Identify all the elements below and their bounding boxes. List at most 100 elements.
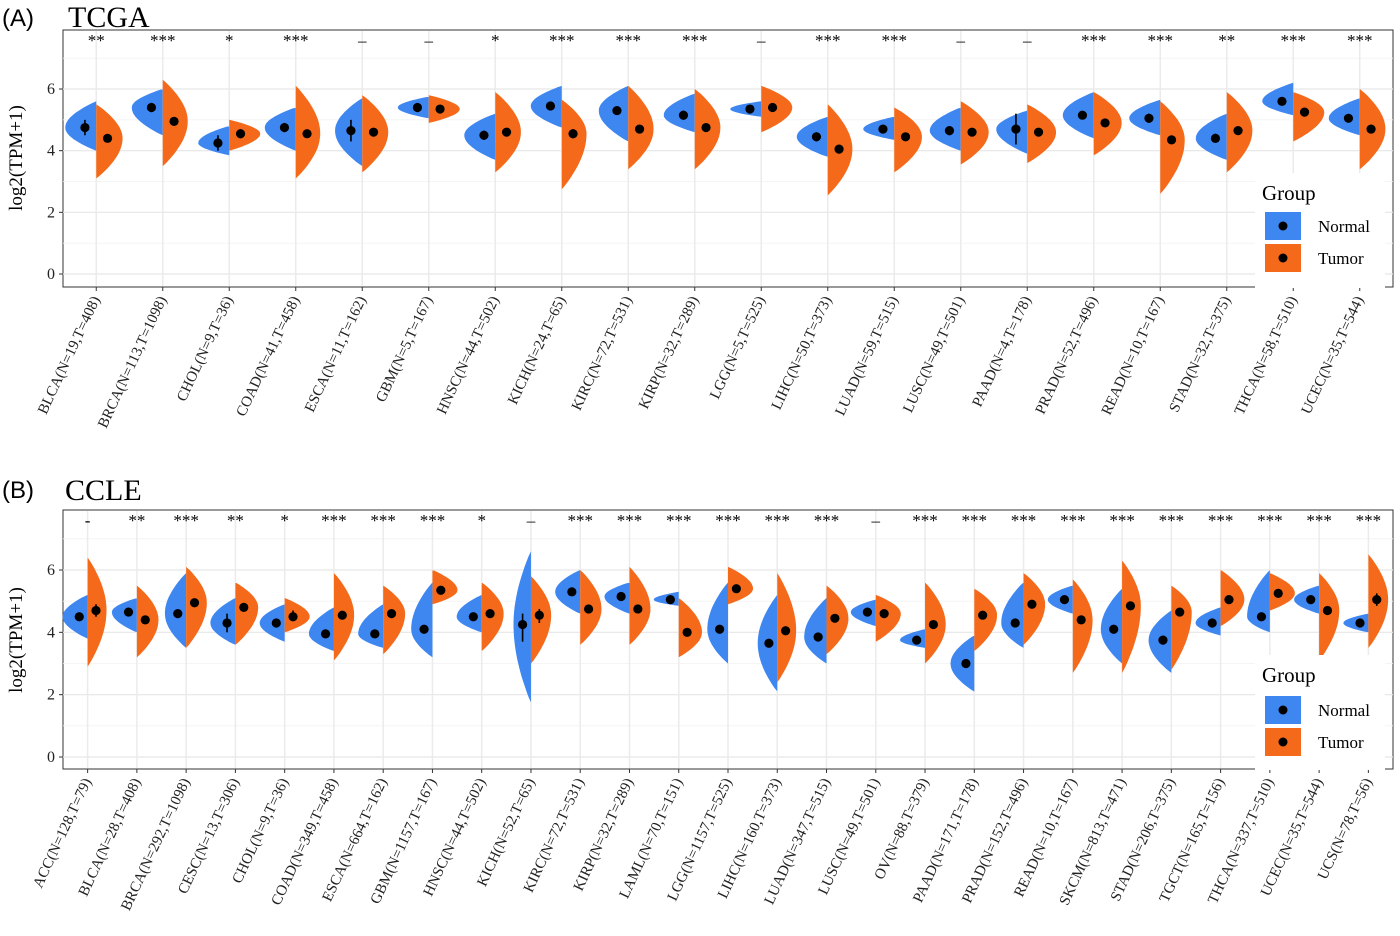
violin-normal [598, 85, 629, 142]
median-point-normal [545, 101, 556, 111]
legend-label-normal: Normal [1318, 701, 1370, 720]
violin-tumor [894, 107, 922, 173]
violin-normal [308, 607, 334, 652]
violin-tumor [432, 570, 458, 605]
violin-tumor [826, 585, 849, 655]
x-tick-label: READ(N=10,T=167) [1099, 294, 1168, 418]
median-point-normal [74, 612, 84, 622]
significance-label: *** [1159, 511, 1185, 530]
violin-tumor [1359, 89, 1386, 170]
median-point-normal [222, 618, 232, 628]
violin-normal [804, 598, 827, 664]
violin-normal [653, 591, 679, 606]
median-point-normal [468, 612, 478, 622]
panel-title-tcga: TCGA [68, 1, 150, 34]
violin-tumor [761, 85, 793, 133]
median-point-normal [745, 104, 755, 114]
violin-normal [65, 101, 97, 151]
violin-tumor [629, 566, 651, 645]
median-point-tumor [386, 609, 397, 619]
x-tick-label: LUSC(N=49,T=501) [900, 294, 968, 415]
violin-half-tumor [561, 99, 587, 190]
violin-half-tumor [1171, 585, 1192, 670]
median-point-normal [279, 122, 290, 133]
violin-tumor [495, 92, 521, 173]
y-tick-label: 4 [47, 143, 55, 160]
significance-label: – [756, 31, 766, 50]
violin-normal [513, 551, 531, 703]
median-point-tumor [1175, 607, 1185, 617]
median-point-normal [173, 609, 183, 619]
violin-tumor [428, 95, 460, 123]
significance-label: ** [227, 511, 244, 530]
significance-label: *** [882, 31, 908, 50]
median-point-normal [944, 126, 955, 136]
significance-labels-ccle: - ** *** ** * *** *** *** * – *** *** *** *** *** *** – *… [85, 511, 1381, 530]
violin-tumor [1293, 92, 1325, 142]
y-axis-ticks-ccle: 0 2 4 6 [47, 562, 63, 766]
violin-tumor [162, 79, 188, 167]
median-point-tumor [436, 585, 446, 595]
median-point-normal [1207, 618, 1217, 628]
violin-normal [604, 582, 630, 614]
y-axis-label-tcga: log2(TPM+1) [6, 105, 27, 211]
median-point-tumor [731, 584, 741, 594]
violin-half-normal [111, 598, 137, 633]
median-point-normal [665, 595, 675, 605]
violin-normal [1047, 585, 1073, 614]
x-tick-label: THCA(N=58,T=510) [1232, 294, 1301, 418]
median-point-tumor [830, 613, 840, 623]
median-point-normal [813, 632, 823, 642]
violin-tumor [694, 89, 721, 170]
significance-label: *** [283, 31, 309, 50]
significance-label: *** [1060, 511, 1086, 530]
violin-normal [111, 598, 137, 633]
violin-half-normal [804, 598, 827, 664]
violin-half-tumor [1122, 560, 1141, 673]
violin-normal [264, 107, 296, 151]
violin-tumor [1160, 101, 1185, 194]
median-point-tumor [1273, 588, 1283, 598]
violin-normal [464, 113, 496, 160]
legend-point-tumor [1278, 737, 1288, 747]
x-tick-label: ESCA(N=11,T=162) [302, 294, 370, 415]
significance-label: *** [173, 511, 199, 530]
violin-half-tumor [432, 570, 458, 605]
violin-normal [863, 116, 895, 140]
violin-tumor [1122, 560, 1141, 673]
x-tick-label: KIRP(N=32,T=289) [636, 294, 702, 412]
violin-tumor [875, 594, 901, 642]
violin-half-tumor [1160, 101, 1185, 194]
median-point-normal [146, 102, 157, 113]
significance-label: *** [1109, 511, 1135, 530]
violin-tumor [1027, 104, 1056, 163]
median-point-tumor [368, 127, 379, 137]
x-tick-label: LGG(N=5,T=525) [707, 294, 769, 402]
median-point-normal [567, 587, 577, 597]
median-point-normal [80, 122, 90, 133]
violin-tumor [777, 573, 797, 683]
violin-half-tumor [1072, 579, 1093, 673]
x-tick-label: STAD(N=32,T=375) [1167, 294, 1235, 415]
violin-half-normal [1262, 82, 1294, 116]
significance-label: ** [1218, 31, 1235, 50]
legend-ccle: Group Normal Tumor [1255, 655, 1385, 770]
median-point-tumor [1100, 118, 1110, 128]
violin-tumor [1171, 585, 1192, 670]
violin-normal [62, 594, 88, 639]
median-point-normal [370, 629, 380, 639]
violin-half-normal [131, 89, 163, 136]
violin-half-normal [707, 582, 728, 664]
x-tick-label: OV(N=88,T=379) [872, 776, 933, 882]
violin-tumor [96, 104, 123, 179]
significance-label: – [526, 511, 536, 530]
median-point-normal [1158, 635, 1168, 645]
significance-label: *** [715, 511, 741, 530]
significance-label: *** [1257, 511, 1283, 530]
median-point-tumor [534, 610, 544, 620]
median-point-tumor [701, 122, 711, 133]
median-point-normal [678, 110, 689, 120]
median-point-normal [878, 124, 888, 134]
violin-tumor [136, 585, 159, 658]
significance-label: ** [88, 31, 105, 50]
